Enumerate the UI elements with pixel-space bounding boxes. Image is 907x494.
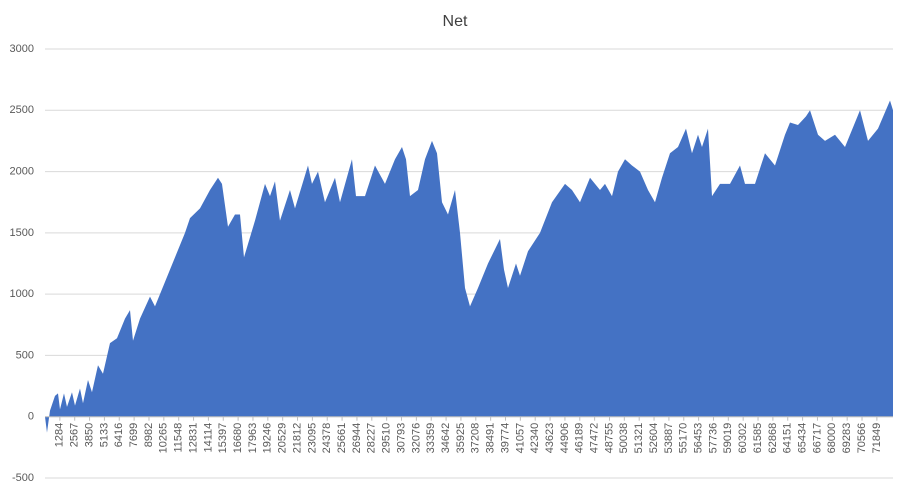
y-tick-label: 0 (28, 411, 34, 423)
chart-title: Net (443, 13, 468, 30)
x-tick-label: 59019 (722, 423, 734, 454)
x-tick-label: 3850 (83, 423, 95, 447)
y-tick-label: 2500 (10, 104, 34, 116)
x-tick-label: 71849 (871, 423, 883, 454)
x-tick-label: 12831 (187, 423, 199, 454)
x-tick-label: 70566 (856, 423, 868, 454)
x-tick-label: 51321 (633, 423, 645, 454)
x-tick-label: 1284 (54, 423, 66, 447)
x-tick-label: 33359 (425, 423, 437, 454)
x-tick-label: 30793 (395, 423, 407, 454)
x-tick-label: 46189 (574, 423, 586, 454)
y-tick-label: 1500 (10, 227, 34, 239)
x-tick-label: 68000 (826, 423, 838, 454)
x-tick-label: 15397 (217, 423, 229, 454)
x-tick-label: 52604 (648, 423, 660, 454)
x-tick-label: 62868 (767, 423, 779, 454)
x-tick-label: 21812 (291, 423, 303, 454)
x-tick-label: 28227 (366, 423, 378, 454)
x-tick-label: 26944 (351, 423, 363, 454)
x-tick-label: 66717 (811, 423, 823, 454)
x-tick-label: 19246 (262, 423, 274, 454)
x-tick-label: 10265 (158, 423, 170, 454)
x-tick-label: 65434 (797, 423, 809, 454)
x-tick-label: 48755 (603, 423, 615, 454)
x-tick-label: 23095 (306, 423, 318, 454)
x-tick-label: 7699 (128, 423, 140, 447)
x-tick-label: 47472 (589, 423, 601, 454)
y-tick-label: 1000 (10, 288, 34, 300)
x-tick-label: 61585 (752, 423, 764, 454)
x-tick-label: 56453 (693, 423, 705, 454)
x-tick-label: 37208 (470, 423, 482, 454)
x-tick-label: 34642 (440, 423, 452, 454)
y-tick-label: 500 (16, 349, 34, 361)
x-tick-label: 44906 (559, 423, 571, 454)
x-tick-label: 5133 (98, 423, 110, 447)
x-tick-label: 42340 (529, 423, 541, 454)
x-tick-label: 11548 (173, 423, 185, 453)
x-tick-label: 8982 (143, 423, 155, 447)
x-tick-label: 53887 (663, 423, 675, 454)
x-tick-label: 17963 (247, 423, 259, 454)
x-tick-label: 57736 (707, 423, 719, 454)
x-tick-label: 50038 (618, 423, 630, 454)
x-tick-label: 6416 (113, 423, 125, 447)
y-tick-label: 2000 (10, 165, 34, 177)
x-tick-label: 35925 (455, 423, 467, 454)
x-tick-label: 55170 (678, 423, 690, 454)
area (45, 100, 893, 433)
x-tick-label: 39774 (499, 423, 511, 454)
x-tick-label: 20529 (277, 423, 289, 454)
x-tick-label: 41057 (514, 423, 526, 454)
x-tick-label: 32076 (410, 423, 422, 454)
x-tick-label: 14114 (202, 423, 214, 453)
x-tick-label: 43623 (544, 423, 556, 454)
y-tick-label: -500 (12, 472, 34, 484)
x-tick-label: 69283 (841, 423, 853, 454)
x-tick-label: 2567 (69, 423, 81, 447)
y-tick-label: 3000 (10, 43, 34, 55)
x-tick-label: 16680 (232, 423, 244, 454)
x-tick-label: 60302 (737, 423, 749, 454)
x-tick-label: 24378 (321, 423, 333, 454)
x-tick-label: 29510 (381, 423, 393, 454)
x-tick-label: 25661 (336, 423, 348, 454)
x-tick-label: 38491 (485, 423, 497, 454)
x-tick-label: 64151 (782, 423, 794, 454)
